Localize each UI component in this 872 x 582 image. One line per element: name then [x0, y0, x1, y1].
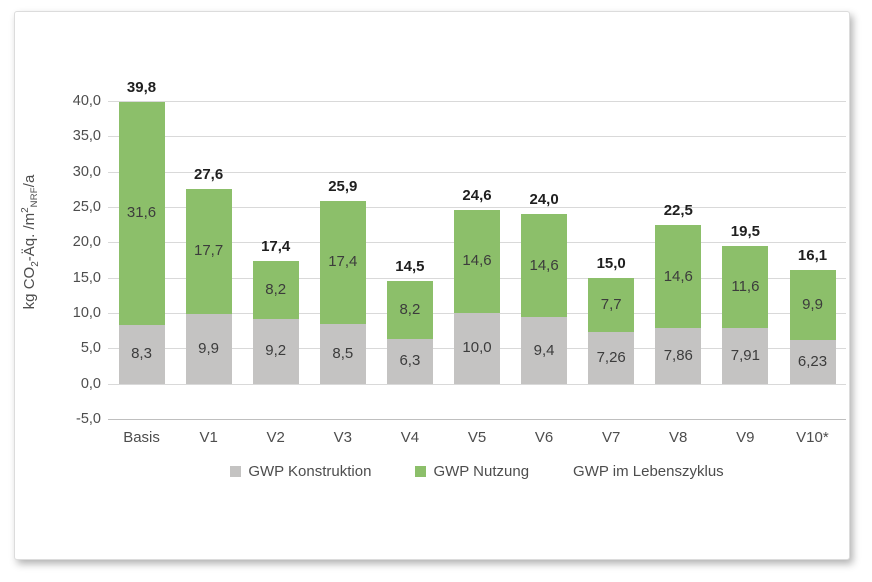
legend-label: GWP Konstruktion — [248, 463, 372, 480]
bar-segment-nutzung — [454, 209, 500, 313]
bar-segment-konstruktion — [722, 327, 769, 384]
bar-segment-nutzung — [118, 101, 165, 325]
x-axis-label: V9 — [736, 429, 755, 446]
bar-segment-nutzung — [319, 200, 366, 324]
x-axis-label: V7 — [601, 429, 621, 446]
total-label: 17,4 — [261, 237, 291, 255]
gridline — [108, 207, 846, 208]
bar-segment-nutzung — [588, 277, 635, 333]
x-axis-label: Basis — [123, 429, 160, 446]
legend-label: GWP im Lebenszyklus — [573, 463, 724, 480]
bar-segment-label: 6,23 — [797, 352, 828, 370]
bar-segment-label: 31,6 — [126, 204, 157, 222]
total-label: 16,1 — [797, 246, 828, 264]
bar-segment-label: 7,26 — [596, 349, 626, 366]
x-axis-label: V8 — [669, 429, 688, 446]
bar-segment-konstruktion — [588, 332, 635, 384]
legend-item: GWP im Lebenszyklus — [573, 463, 724, 480]
gridline — [108, 383, 846, 385]
bar-segment-konstruktion — [185, 313, 232, 384]
total-label: 22,5 — [663, 201, 693, 219]
total-label: 14,5 — [395, 258, 425, 276]
bar-segment-label: 14,6 — [462, 252, 492, 270]
bar-segment-label: 8,3 — [131, 345, 152, 363]
bar-segment-nutzung — [789, 269, 836, 340]
bar-segment-label: 10,0 — [462, 339, 492, 357]
chart-card: kg CO2-Äq. /m2NRF/a GWP Konstruktion GWP … — [14, 11, 850, 560]
total-label: 25,9 — [328, 177, 358, 195]
x-axis-label: V5 — [467, 429, 487, 446]
bar-segment-konstruktion — [118, 325, 165, 384]
bar-segment-konstruktion — [521, 317, 568, 384]
bar-segment-nutzung — [722, 245, 769, 328]
bar-segment-konstruktion — [319, 323, 366, 384]
bar-segment-nutzung — [386, 281, 433, 340]
bar-segment-nutzung — [521, 214, 568, 318]
y-tick-label: 5,0 — [80, 340, 101, 357]
bar-segment-konstruktion — [454, 313, 500, 384]
bar-segment-label: 14,6 — [663, 267, 693, 285]
y-axis-title-sub2: 2 — [30, 261, 41, 267]
bar-segment-label: 8,5 — [332, 344, 354, 362]
bar-segment-label: 14,6 — [529, 256, 559, 274]
total-label: 19,5 — [730, 222, 760, 240]
gridline — [108, 101, 846, 102]
y-tick-label: 35,0 — [72, 128, 101, 145]
bar-segment-konstruktion — [789, 339, 836, 384]
y-tick-label: -5,0 — [76, 411, 101, 427]
legend-label: GWP Nutzung — [433, 463, 530, 480]
legend-item: GWP Konstruktion — [230, 463, 371, 480]
y-tick-label: 30,0 — [72, 163, 101, 180]
bar-segment-label: 17,4 — [328, 253, 358, 271]
bar-segment-label: 8,2 — [265, 280, 287, 298]
bar-segment-nutzung — [185, 188, 232, 314]
x-axis-label: V2 — [266, 429, 285, 446]
bar-segment-label: 9,4 — [533, 341, 555, 359]
bar-segment-konstruktion — [252, 318, 299, 384]
bar-segment-nutzung — [655, 224, 702, 329]
bar-segment-label: 8,2 — [399, 301, 421, 319]
y-tick-label: 10,0 — [72, 305, 101, 321]
bar-segment-konstruktion — [655, 328, 702, 384]
gridline — [108, 171, 846, 173]
total-label: 15,0 — [596, 254, 626, 272]
bar-segment-label: 17,7 — [193, 242, 224, 260]
x-axis-label: V3 — [333, 429, 353, 446]
y-tick-label: 0,0 — [80, 375, 101, 392]
gridline — [108, 136, 846, 138]
bar-segment-konstruktion — [386, 339, 433, 384]
total-label: 24,6 — [462, 186, 492, 204]
bar-segment-nutzung — [252, 260, 299, 319]
x-axis-line — [108, 419, 846, 420]
legend-swatch — [230, 466, 242, 477]
bar-segment-label: 7,7 — [600, 296, 622, 314]
bar-segment-label: 6,3 — [399, 352, 421, 370]
y-tick-label: 40,0 — [72, 93, 101, 109]
x-axis-label: V1 — [199, 429, 218, 446]
total-label: 27,6 — [193, 165, 224, 183]
bar-segment-label: 11,6 — [731, 277, 760, 295]
bar-segment-label: 9,2 — [265, 342, 287, 360]
y-axis-title-sup2: 2 — [20, 207, 31, 213]
bar-segment-label: 7,91 — [730, 346, 760, 364]
x-axis-label: V10* — [796, 429, 829, 446]
x-axis-label: V4 — [400, 429, 420, 446]
bar-segment-label: 9,9 — [198, 339, 220, 357]
y-tick-label: 20,0 — [72, 234, 101, 251]
bar-segment-label: 9,9 — [802, 295, 823, 313]
legend-swatch — [415, 466, 427, 477]
bar-segment-label: 7,86 — [663, 346, 693, 364]
legend: GWP Konstruktion GWP Nutzung GWP im Lebens… — [108, 463, 846, 480]
y-tick-label: 25,0 — [72, 199, 101, 215]
y-tick-label: 15,0 — [72, 269, 101, 286]
x-axis-label: V6 — [534, 429, 554, 446]
total-label: 39,8 — [126, 78, 157, 96]
legend-item: GWP Nutzung — [415, 463, 529, 480]
total-label: 24,0 — [529, 191, 559, 209]
